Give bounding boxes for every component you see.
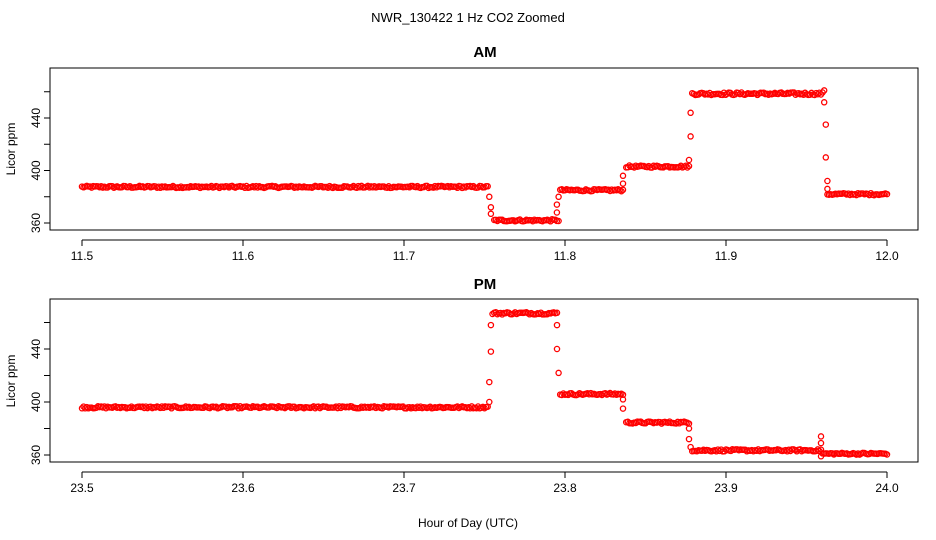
transition-point [487,348,495,355]
transition-point [824,185,831,193]
data-point [684,164,691,171]
transition-point [553,209,561,216]
transition-point [817,446,825,453]
transition-point [487,204,495,211]
panel-pm: PM 23.5 23.6 23.7 23.8 23.9 24.0 360 400 440 Li… [4,276,919,495]
panel-am-xaxis: 11.5 11.6 11.7 11.8 11.9 12.0 [71,239,899,263]
transition-point [619,405,627,412]
panel-pm-points [78,309,891,460]
figure-title: NWR_130422 1 Hz CO2 Zoomed [371,10,565,25]
y-tick-label: 360 [29,213,43,233]
panel-am: AM 11.5 11.6 11.7 11.8 11.9 12.0 360 400 440 Li… [4,44,919,263]
data-point [619,186,627,194]
transition-point [820,99,828,106]
transition-point [817,453,825,460]
transition-point [553,201,561,208]
x-tick-label: 12.0 [875,249,899,263]
x-tick-label: 11.5 [71,249,94,263]
x-tick-label: 23.9 [714,481,738,495]
x-tick-label: 11.6 [232,249,255,263]
panel-pm-plot-box [49,298,919,463]
transition-point [822,154,830,161]
x-tick-label: 23.8 [553,481,577,495]
transition-point [687,133,694,140]
panel-pm-title: PM [474,276,497,293]
transition-point [486,398,493,406]
transition-point [619,172,627,180]
data-point [685,162,693,170]
data-point [883,451,891,458]
y-tick-label: 360 [29,445,43,465]
data-point [555,217,562,225]
transition-point [619,396,627,403]
x-tick-label: 23.7 [392,481,416,495]
x-tick-label: 23.6 [231,481,255,495]
transition-point [824,177,831,185]
x-tick-label: 11.8 [554,249,577,263]
figure-xlabel: Hour of Day (UTC) [418,516,518,530]
panel-pm-ylabel: Licor ppm [4,355,18,408]
data-point [618,187,625,195]
data-point [814,446,822,453]
transition-point [619,180,627,187]
transition-point [486,193,493,201]
panel-am-yaxis: 360 400 440 [29,91,51,233]
transition-point [685,156,693,164]
transition-point [687,443,694,451]
transition-point [685,435,693,443]
transition-point [817,433,825,440]
transition-point [487,210,495,218]
y-tick-label: 440 [29,108,43,128]
transition-point [685,425,693,432]
transition-point [820,87,828,94]
x-tick-label: 11.9 [715,249,738,263]
y-tick-label: 400 [29,392,43,412]
transition-point [555,369,562,377]
x-tick-label: 23.5 [70,481,94,495]
transition-point [822,121,830,128]
panel-pm-yaxis: 360 400 440 [29,322,51,465]
panel-am-title: AM [473,44,496,61]
y-tick-label: 400 [29,160,43,180]
transition-point [487,321,495,329]
data-point [484,183,491,190]
transition-point [553,345,561,353]
transition-point [555,193,562,201]
panel-am-points [78,87,891,225]
panel-pm-xaxis: 23.5 23.6 23.7 23.8 23.9 24.0 [70,471,899,495]
x-tick-label: 24.0 [875,481,899,495]
transition-point [553,321,561,329]
transition-point [687,109,694,117]
transition-point [817,439,825,447]
transition-point [486,378,493,386]
data-point [883,190,891,198]
x-tick-label: 11.7 [393,249,416,263]
panel-am-ylabel: Licor ppm [4,123,18,176]
y-tick-label: 440 [29,339,43,359]
data-point [553,309,561,317]
